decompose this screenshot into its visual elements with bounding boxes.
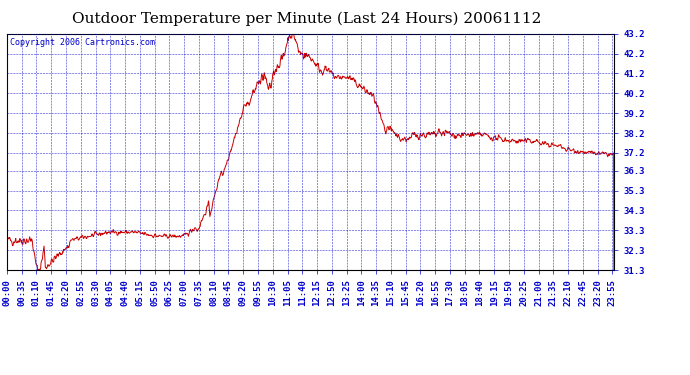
Text: Outdoor Temperature per Minute (Last 24 Hours) 20061112: Outdoor Temperature per Minute (Last 24 … — [72, 11, 542, 26]
Text: Copyright 2006 Cartronics.com: Copyright 2006 Cartronics.com — [10, 39, 155, 48]
